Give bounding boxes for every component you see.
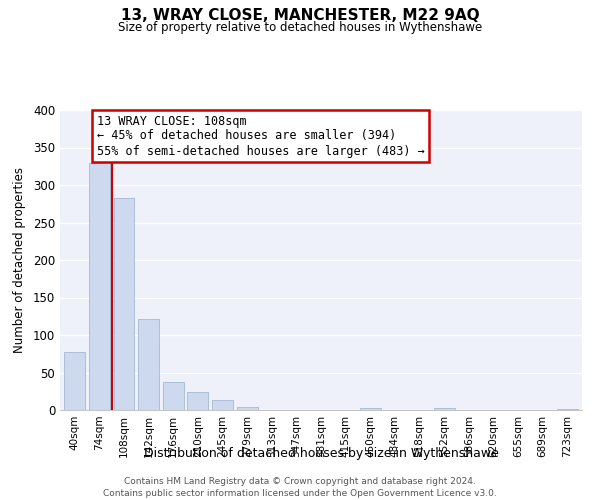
Text: Contains public sector information licensed under the Open Government Licence v3: Contains public sector information licen…	[103, 489, 497, 498]
Text: Distribution of detached houses by size in Wythenshawe: Distribution of detached houses by size …	[143, 448, 499, 460]
Bar	[113, 198, 134, 410]
Bar	[236, 407, 257, 410]
Bar	[212, 400, 233, 410]
Bar	[360, 408, 381, 410]
Bar	[434, 408, 455, 410]
Text: 13 WRAY CLOSE: 108sqm
← 45% of detached houses are smaller (394)
55% of semi-det: 13 WRAY CLOSE: 108sqm ← 45% of detached …	[97, 114, 424, 158]
Bar	[89, 163, 110, 410]
Y-axis label: Number of detached properties: Number of detached properties	[13, 167, 26, 353]
Text: Contains HM Land Registry data © Crown copyright and database right 2024.: Contains HM Land Registry data © Crown c…	[124, 478, 476, 486]
Bar	[64, 352, 85, 410]
Bar	[163, 382, 184, 410]
Text: Size of property relative to detached houses in Wythenshawe: Size of property relative to detached ho…	[118, 21, 482, 34]
Bar	[557, 408, 578, 410]
Text: 13, WRAY CLOSE, MANCHESTER, M22 9AQ: 13, WRAY CLOSE, MANCHESTER, M22 9AQ	[121, 8, 479, 22]
Bar	[138, 318, 159, 410]
Bar	[187, 392, 208, 410]
